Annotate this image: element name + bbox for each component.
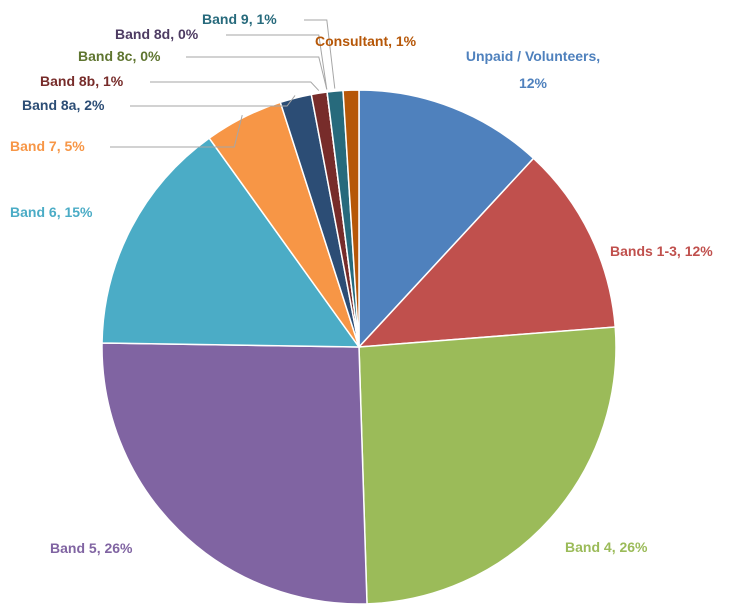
data-label: Band 8a, 2% [22, 97, 105, 113]
data-label: Band 9, 1% [202, 11, 277, 27]
leader-line [150, 81, 320, 91]
pie-slice [358, 326, 617, 604]
pie-slice [342, 89, 360, 348]
leader-line [304, 19, 336, 89]
pie-slice [358, 89, 535, 349]
data-label: Band 8c, 0% [78, 48, 161, 64]
pie-slice [357, 157, 617, 348]
label-value: 0% [178, 26, 199, 42]
label-value: 0% [140, 48, 161, 64]
label-category: Band 4 [565, 539, 612, 555]
leader-line [130, 95, 296, 107]
data-label: Bands 1-3, 12% [610, 243, 713, 259]
label-value: 5% [64, 138, 85, 154]
data-label: Band 5, 26% [50, 540, 133, 556]
label-category: Band 5 [50, 540, 97, 556]
data-label: Band 8d, 0% [115, 26, 199, 42]
label-category: Bands 1-3 [610, 243, 677, 259]
label-category: Consultant [315, 33, 389, 49]
label-value: 12% [518, 75, 548, 91]
label-value: 12% [684, 243, 713, 259]
leader-line [226, 34, 328, 90]
label-category: Band 8c [78, 48, 133, 64]
data-label: Band 7, 5% [10, 138, 85, 154]
leader-line [186, 56, 328, 90]
leader-line [110, 115, 243, 148]
pie-slice [101, 137, 361, 348]
data-label: Band 6, 15% [10, 204, 93, 220]
label-category: Band 8a [22, 97, 77, 113]
data-label: Consultant, 1% [315, 33, 417, 49]
label-category: Band 9 [202, 11, 249, 27]
label-category: Band 8b [40, 73, 96, 89]
label-value: 1% [103, 73, 124, 89]
data-label: Unpaid / Volunteers, 12% [465, 48, 601, 91]
pie-slice [101, 342, 368, 604]
label-value: 1% [395, 33, 417, 49]
label-value: 26% [619, 539, 648, 555]
label-value: 2% [84, 97, 105, 113]
label-category: Band 8d [115, 26, 171, 42]
data-label: Band 4, 26% [565, 539, 648, 555]
label-value: 15% [64, 204, 93, 220]
label-category: Band 7 [10, 138, 57, 154]
label-value: 26% [104, 540, 133, 556]
data-label: Band 8b, 1% [40, 73, 124, 89]
label-category: Band 6 [10, 204, 57, 220]
label-category: Unpaid / Volunteers [465, 48, 597, 64]
label-value: 1% [256, 11, 277, 27]
